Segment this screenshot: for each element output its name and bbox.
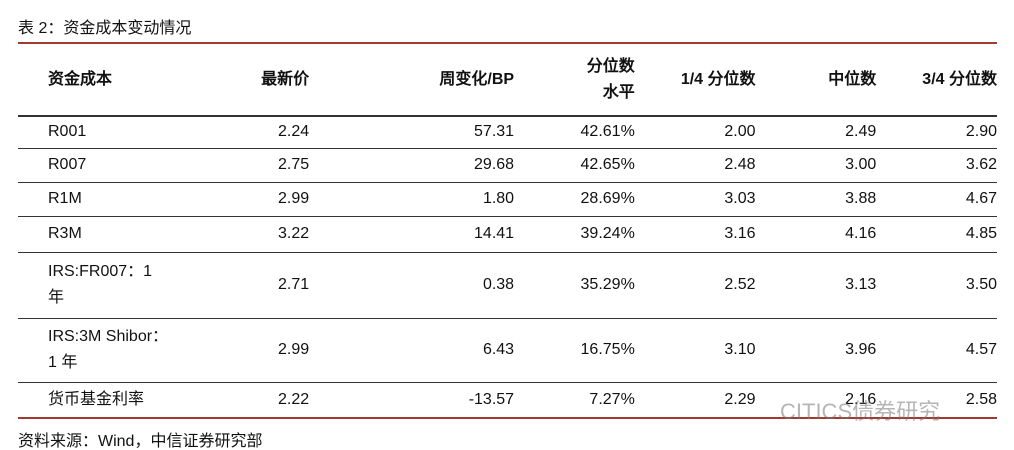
header-cell: 最新价	[261, 70, 310, 88]
table-cell: 2.99	[278, 341, 310, 358]
table-row: IRS:3M Shibor：1 年 2.99 6.43 16.75% 3.10 3.96 4…	[18, 318, 997, 382]
table-cell: R1M	[48, 190, 82, 207]
table-cell: 57.31	[474, 123, 515, 141]
table-cell: 2.48	[724, 156, 756, 173]
header-cell: 周变化/BP	[439, 70, 515, 88]
table-cell: 2.24	[278, 123, 310, 141]
table-cell: 29.68	[474, 156, 515, 173]
table-cell: 4.16	[845, 225, 877, 242]
table-cell: 2.00	[724, 123, 756, 141]
table-cell: 3.96	[845, 341, 877, 358]
table-cell: 2.52	[724, 276, 756, 293]
table-cell: 3.50	[965, 276, 997, 293]
table-row: R3M 3.22 14.41 39.24% 3.16 4.16 4.85	[18, 216, 997, 252]
table-cell: 2.90	[965, 123, 997, 141]
table-row: R1M 2.99 1.80 28.69% 3.03 3.88 4.67	[18, 182, 997, 216]
table-row: 货币基金利率 2.22 -13.57 7.27% 2.29 2.16 2.58	[18, 382, 997, 418]
table-cell: 2.16	[845, 390, 877, 408]
table-cell: 14.41	[474, 225, 515, 242]
table-cell: 2.99	[278, 190, 310, 207]
table-cell: 3.00	[845, 156, 877, 173]
table-cell: 2.71	[278, 276, 310, 293]
table-cell: 2.75	[278, 156, 310, 173]
table-cell: 4.85	[965, 225, 997, 242]
table-cell: 2.49	[845, 123, 877, 141]
table-cell: R3M	[48, 225, 82, 242]
table-cell: 2.22	[278, 390, 310, 408]
header-row: 资金成本 最新价 周变化/BP 分位数 水平 1/4 分位数 中位数 3/4 分位数	[18, 43, 997, 116]
table-cell: R007	[48, 156, 87, 173]
table-cell: 4.67	[965, 190, 997, 207]
table-cell: 6.43	[482, 341, 515, 358]
source-note: 资料来源：Wind，中信证券研究部	[18, 433, 263, 450]
table-cell: 35.29%	[580, 276, 635, 293]
table-cell: 3.16	[724, 225, 756, 242]
header-cell: 中位数	[828, 70, 877, 88]
table-cell: 3.13	[845, 276, 877, 293]
table-cell: R001	[48, 123, 87, 141]
table-cell: 1.80	[482, 190, 515, 207]
header-cell: 3/4 分位数	[922, 70, 997, 88]
table-cell: 3.62	[965, 156, 997, 173]
table-title: 表 2：资金成本变动情况	[18, 20, 192, 37]
table-body: R001 2.24 57.31 42.61% 2.00 2.49 2.90 R007 2.75 2…	[18, 116, 997, 418]
table-row: R001 2.24 57.31 42.61% 2.00 2.49 2.90	[18, 116, 997, 148]
data-table: 资金成本 最新价 周变化/BP 分位数 水平 1/4 分位数 中位数 3/4 分位数 R00…	[18, 42, 997, 419]
table-cell: 货币基金利率	[48, 390, 145, 408]
table-cell: 39.24%	[580, 225, 635, 242]
table-cell: 3.22	[278, 225, 310, 242]
table-cell: 3.88	[845, 190, 877, 207]
table-row: IRS:FR007：1 年 2.71 0.38 35.29% 2.52 3.13 3.50	[18, 252, 997, 318]
table-cell: IRS:FR007：1 年	[48, 263, 153, 306]
table-cell: 2.58	[965, 390, 997, 408]
header-cell: 分位数 水平	[586, 57, 635, 101]
table-cell: 16.75%	[580, 341, 635, 358]
table-cell: 0.38	[482, 276, 515, 293]
table-cell: 2.29	[724, 390, 756, 408]
table-cell: IRS:3M Shibor：1 年	[48, 328, 169, 371]
table-cell: -13.57	[468, 390, 515, 408]
table-cell: 3.03	[724, 190, 756, 207]
table-cell: 7.27%	[589, 390, 635, 408]
table-cell: 42.61%	[580, 123, 635, 141]
table-cell: 3.10	[724, 341, 756, 358]
table-cell: 4.57	[965, 341, 997, 358]
table-cell: 28.69%	[580, 190, 635, 207]
header-cell: 1/4 分位数	[680, 70, 756, 88]
table-cell: 42.65%	[580, 156, 635, 173]
table-header: 资金成本 最新价 周变化/BP 分位数 水平 1/4 分位数 中位数 3/4 分位数	[18, 43, 997, 116]
table-row: R007 2.75 29.68 42.65% 2.48 3.00 3.62	[18, 148, 997, 182]
watermark: CITICS债券研究	[780, 399, 941, 424]
header-cell: 资金成本	[48, 70, 113, 88]
